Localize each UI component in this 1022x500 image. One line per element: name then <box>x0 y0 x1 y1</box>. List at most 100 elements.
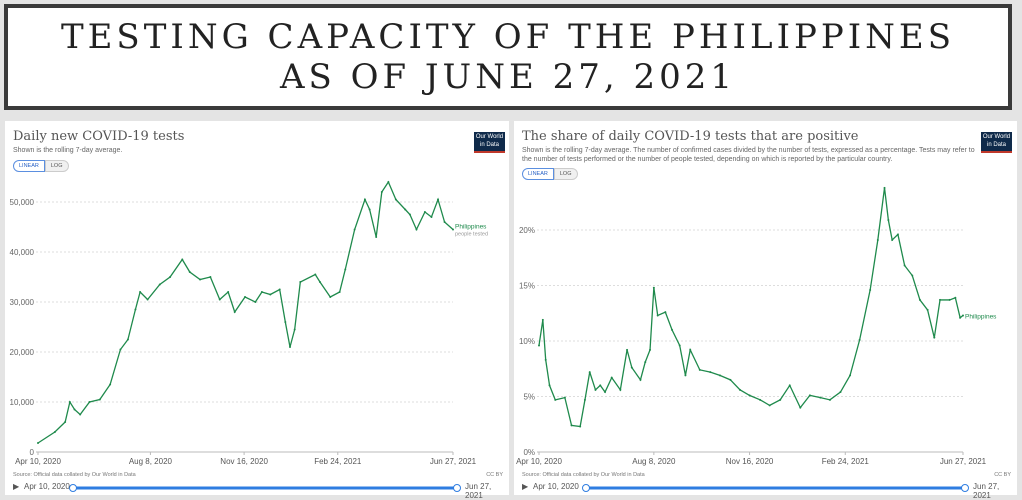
data-point <box>678 344 681 347</box>
data-point <box>729 378 732 381</box>
series-label: Philippines <box>455 224 487 231</box>
data-point <box>684 374 687 377</box>
data-point <box>644 361 647 364</box>
data-point <box>278 288 281 291</box>
linear-toggle[interactable]: LINEAR <box>13 160 45 172</box>
y-tick-label: 15% <box>519 282 535 291</box>
data-point <box>227 291 230 293</box>
owid-logo: Our World in Data <box>474 132 505 153</box>
y-tick-label: 10,000 <box>10 398 35 407</box>
timeline-end-handle[interactable] <box>453 484 461 492</box>
data-point <box>363 198 366 201</box>
data-point <box>939 298 942 301</box>
data-point <box>788 384 791 387</box>
owid-logo: Our World in Data <box>981 132 1012 153</box>
data-point <box>554 398 557 401</box>
data-point <box>664 311 667 314</box>
data-point <box>911 274 914 277</box>
x-tick-label: Aug 8, 2020 <box>632 457 676 466</box>
data-point <box>639 378 642 381</box>
data-point <box>876 238 879 241</box>
data-point <box>126 338 129 341</box>
data-point <box>689 348 692 351</box>
data-point <box>959 316 962 319</box>
license: CC BY <box>994 472 1011 478</box>
chart-svg: 0% 5% 10% 15% 20% Apr 10, 2020 Aug 8, 2020 Nov … <box>516 186 997 492</box>
data-point <box>199 278 202 281</box>
data-point <box>583 398 586 401</box>
data-point <box>37 442 39 444</box>
play-button[interactable]: ▶ <box>13 482 20 491</box>
data-point <box>209 276 212 278</box>
y-tick-label: 0% <box>523 448 535 457</box>
data-point <box>954 296 957 299</box>
timeline-start-handle[interactable] <box>582 484 590 492</box>
data-point <box>375 236 378 238</box>
data-point <box>404 208 407 211</box>
data-point <box>146 298 149 301</box>
source-note: Source: Official data collated by Our Wo… <box>522 472 645 478</box>
positivity-chart-panel: The share of daily COVID-19 tests that a… <box>514 121 1017 500</box>
data-point <box>948 298 951 301</box>
data-point <box>926 308 929 311</box>
timeline-start: Apr 10, 2020 <box>24 482 70 491</box>
data-point <box>768 404 771 407</box>
data-point <box>109 383 112 386</box>
x-tick-label: Nov 16, 2020 <box>726 457 774 466</box>
x-tick-label: Jun 27, 2021 <box>430 457 477 466</box>
data-point <box>570 424 573 427</box>
data-point <box>883 186 886 189</box>
data-point <box>656 314 659 317</box>
data-point <box>544 358 547 361</box>
y-tick-label: 5% <box>523 393 535 402</box>
data-point <box>344 268 347 271</box>
license: CC BY <box>486 472 503 478</box>
data-point <box>293 328 296 331</box>
chart-title: The share of daily COVID-19 tests that a… <box>522 129 859 144</box>
chart-subtitle: Shown is the rolling 7-day average. <box>13 147 123 154</box>
title-line-2: AS OF JUNE 27, 2021 <box>280 57 736 97</box>
data-point <box>903 264 906 267</box>
data-point <box>318 281 321 283</box>
data-point <box>828 398 831 401</box>
data-point <box>738 388 741 391</box>
chart-title: Daily new COVID-19 tests <box>13 129 185 144</box>
data-point <box>423 211 426 213</box>
log-toggle[interactable]: LOG <box>553 168 578 180</box>
data-point <box>610 376 613 379</box>
data-point <box>839 391 842 394</box>
data-point <box>68 401 71 403</box>
title-line-1: TESTING CAPACITY OF THE PHILIPPINES <box>60 17 956 57</box>
series-line <box>37 180 454 444</box>
series-label: Philippines <box>965 313 997 320</box>
data-point <box>649 348 652 351</box>
tests-chart-panel: Daily new COVID-19 tests Shown is the ro… <box>5 121 509 500</box>
y-tick-label: 30,000 <box>10 298 35 307</box>
data-point <box>869 288 872 291</box>
data-point <box>244 296 247 298</box>
data-point <box>299 281 302 283</box>
timeline-start-handle[interactable] <box>69 484 77 492</box>
data-point <box>139 291 142 293</box>
play-button[interactable]: ▶ <box>522 482 529 491</box>
data-point <box>604 391 607 394</box>
data-point <box>588 371 591 374</box>
data-point <box>368 208 371 211</box>
linear-toggle[interactable]: LINEAR <box>522 168 554 180</box>
log-toggle[interactable]: LOG <box>44 160 69 172</box>
data-point <box>538 344 540 347</box>
y-tick-label: 20% <box>519 226 535 235</box>
data-point <box>181 258 184 261</box>
title-banner: TESTING CAPACITY OF THE PHILIPPINES AS O… <box>4 4 1012 110</box>
data-point <box>808 394 811 397</box>
data-point <box>329 296 332 298</box>
series-line <box>538 187 964 428</box>
data-point <box>119 348 122 351</box>
data-point <box>858 338 861 341</box>
data-point <box>541 318 544 321</box>
data-point <box>53 431 56 433</box>
data-point <box>759 398 762 401</box>
x-tick-label: Feb 24, 2021 <box>822 457 870 466</box>
data-point <box>79 413 82 416</box>
timeline-end-handle[interactable] <box>961 484 969 492</box>
